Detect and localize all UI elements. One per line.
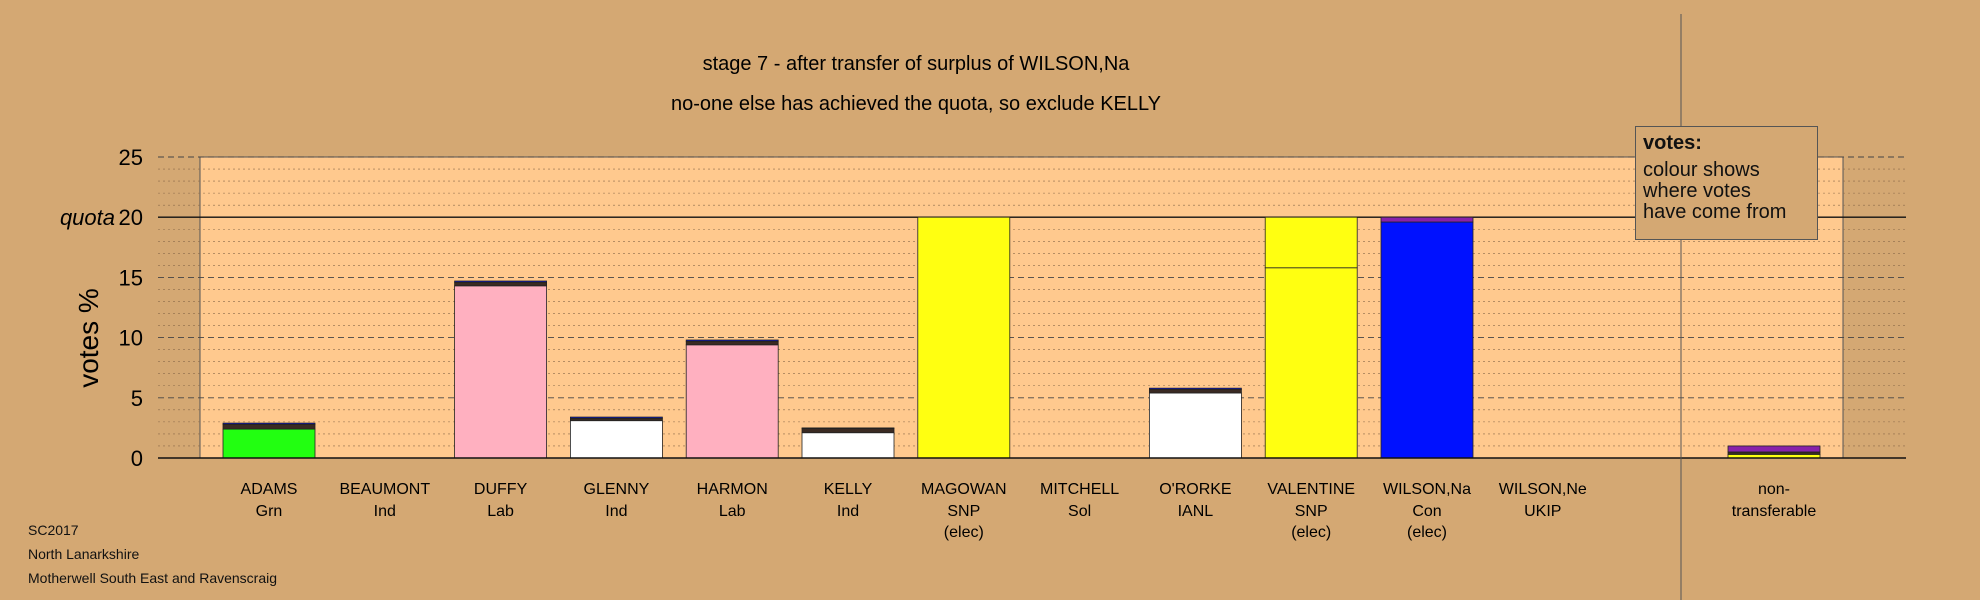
candidate-elected: (elec) bbox=[1407, 524, 1447, 541]
candidate-name: O'RORKE bbox=[1159, 481, 1231, 498]
candidate-name: WILSON,Na bbox=[1383, 481, 1471, 498]
candidate-name: GLENNY bbox=[584, 481, 650, 498]
candidate-party: SNP bbox=[947, 503, 980, 520]
legend-line: colour shows bbox=[1643, 159, 1760, 181]
non-transferable-bar-segment bbox=[1727, 445, 1821, 453]
y-tick-label: 0 bbox=[131, 446, 143, 471]
gridlines bbox=[158, 156, 1906, 447]
y-tick-label: 25 bbox=[119, 145, 143, 170]
bar-segment bbox=[1149, 388, 1242, 394]
bar-segment bbox=[570, 416, 663, 419]
candidate-party: Sol bbox=[1068, 503, 1091, 520]
candidate-party: Ind bbox=[374, 503, 396, 520]
candidate-elected: (elec) bbox=[1291, 524, 1331, 541]
candidate-name: MITCHELL bbox=[1040, 481, 1119, 498]
bar-segment bbox=[917, 216, 1011, 459]
candidate-party: UKIP bbox=[1524, 503, 1561, 520]
bar-segment bbox=[685, 339, 779, 342]
candidate-name: WILSON,Ne bbox=[1499, 481, 1587, 498]
candidate-name: ADAMS bbox=[241, 481, 298, 498]
bar-segment bbox=[1264, 216, 1358, 269]
footer-election: SC2017 bbox=[28, 522, 79, 538]
plot-background bbox=[199, 156, 1844, 459]
bar-segment bbox=[454, 285, 548, 459]
footer-ward: Motherwell South East and Ravenscraig bbox=[28, 570, 278, 586]
candidate-elected: (elec) bbox=[944, 524, 984, 541]
x-labels: ADAMS Grn BEAUMONT Ind DUFFY Lab GLENNY Ind HARM… bbox=[241, 481, 1817, 541]
candidate-party: SNP bbox=[1295, 503, 1328, 520]
bar-segment bbox=[454, 280, 548, 283]
legend-line: have come from bbox=[1643, 201, 1787, 223]
candidate-name: KELLY bbox=[824, 481, 873, 498]
candidate-party: Lab bbox=[719, 503, 746, 520]
y-ticks: 0 5 10 15 20 25 quota bbox=[60, 145, 143, 471]
bar-segment bbox=[570, 420, 663, 459]
bar-segment bbox=[1149, 392, 1242, 459]
y-tick-label: 20 bbox=[119, 205, 143, 230]
bar-segment bbox=[685, 340, 779, 346]
bars bbox=[222, 216, 1821, 459]
chart-title-line2: no-one else has achieved the quota, so e… bbox=[671, 93, 1161, 115]
plot-area bbox=[199, 156, 1844, 459]
quota-label: quota bbox=[60, 205, 115, 230]
bar-segment bbox=[801, 432, 895, 459]
chart-title-line1: stage 7 - after transfer of surplus of W… bbox=[703, 53, 1131, 75]
legend-title: votes: bbox=[1643, 132, 1702, 154]
non-transferable-label: transferable bbox=[1732, 503, 1817, 520]
y-axis-label: votes % bbox=[73, 288, 104, 388]
candidate-name: DUFFY bbox=[474, 481, 528, 498]
bar-segment bbox=[685, 344, 779, 459]
bar-segment bbox=[1264, 267, 1358, 459]
bar-segment bbox=[1149, 387, 1242, 390]
candidate-party: Lab bbox=[487, 503, 514, 520]
legend-line: where votes bbox=[1643, 180, 1751, 202]
candidate-name: VALENTINE bbox=[1267, 481, 1355, 498]
bar-segment bbox=[801, 428, 895, 434]
candidate-name: HARMON bbox=[697, 481, 768, 498]
bar-segment bbox=[454, 281, 548, 287]
footer-council: North Lanarkshire bbox=[28, 546, 140, 562]
candidate-party: Ind bbox=[837, 503, 859, 520]
candidate-party: Grn bbox=[256, 503, 283, 520]
non-transferable-label: non- bbox=[1758, 481, 1790, 498]
bar-segment bbox=[801, 427, 895, 429]
candidate-name: BEAUMONT bbox=[339, 481, 430, 498]
axes bbox=[158, 14, 1906, 600]
legend-box: votes: colour shows where votes have com… bbox=[1635, 126, 1818, 240]
bar-segment bbox=[222, 423, 316, 430]
candidate-party: IANL bbox=[1178, 503, 1214, 520]
bar-segment bbox=[222, 428, 316, 459]
y-tick-label: 10 bbox=[119, 326, 143, 351]
bar-segment bbox=[1380, 216, 1474, 223]
bar-segment bbox=[222, 422, 316, 425]
candidate-party: Ind bbox=[605, 503, 627, 520]
y-tick-label: 15 bbox=[119, 265, 143, 290]
bar-segment bbox=[1380, 221, 1474, 459]
y-tick-label: 5 bbox=[131, 386, 143, 411]
candidate-party: Con bbox=[1412, 503, 1441, 520]
candidate-name: MAGOWAN bbox=[921, 481, 1007, 498]
